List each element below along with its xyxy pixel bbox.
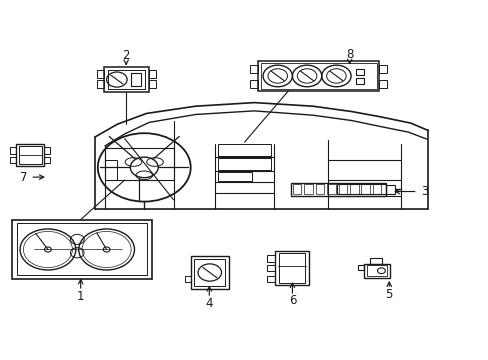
Bar	[275, 251, 308, 285]
Bar	[105, 160, 117, 180]
Text: 3: 3	[420, 185, 427, 198]
Bar	[107, 70, 145, 89]
Bar	[292, 184, 301, 194]
Bar	[10, 157, 16, 163]
Bar	[278, 253, 305, 283]
Bar	[250, 65, 258, 73]
Bar	[361, 184, 369, 194]
Bar	[97, 80, 103, 88]
Bar	[366, 265, 386, 276]
Text: 1: 1	[77, 291, 84, 303]
Bar	[190, 256, 228, 289]
Bar	[358, 265, 364, 270]
Bar	[266, 276, 275, 282]
Bar	[184, 276, 190, 282]
Bar	[326, 184, 335, 194]
Bar	[379, 80, 386, 88]
Text: 5: 5	[385, 288, 392, 301]
Bar	[386, 185, 394, 194]
Bar	[17, 223, 146, 275]
Bar	[356, 69, 364, 75]
Bar	[149, 80, 155, 88]
Bar	[149, 70, 155, 78]
Bar	[356, 78, 364, 84]
Bar	[349, 184, 358, 194]
Text: 7: 7	[20, 171, 27, 184]
Bar	[260, 63, 376, 89]
Bar	[12, 220, 151, 279]
Bar	[217, 144, 271, 156]
Bar	[258, 61, 379, 91]
Bar	[19, 146, 41, 164]
Bar	[315, 184, 324, 194]
Bar	[266, 255, 275, 262]
Bar	[97, 70, 103, 78]
Text: 4: 4	[205, 297, 213, 310]
Bar	[194, 259, 225, 286]
Bar	[364, 264, 389, 278]
Bar	[44, 147, 50, 154]
Bar	[16, 144, 44, 166]
Bar	[105, 148, 173, 180]
Bar	[217, 158, 271, 170]
Bar	[379, 65, 386, 73]
Bar	[44, 157, 50, 163]
Bar	[290, 183, 386, 196]
Bar	[10, 147, 16, 154]
Bar	[337, 184, 386, 194]
Bar	[217, 172, 251, 181]
Bar	[369, 258, 382, 264]
Bar	[250, 80, 258, 88]
Bar	[266, 265, 275, 271]
Bar	[130, 73, 141, 86]
Text: 8: 8	[345, 48, 353, 61]
Bar	[338, 184, 346, 194]
Bar	[372, 184, 381, 194]
Text: 6: 6	[288, 294, 296, 307]
Text: 2: 2	[122, 49, 130, 62]
Bar	[304, 184, 312, 194]
Bar	[103, 67, 149, 92]
